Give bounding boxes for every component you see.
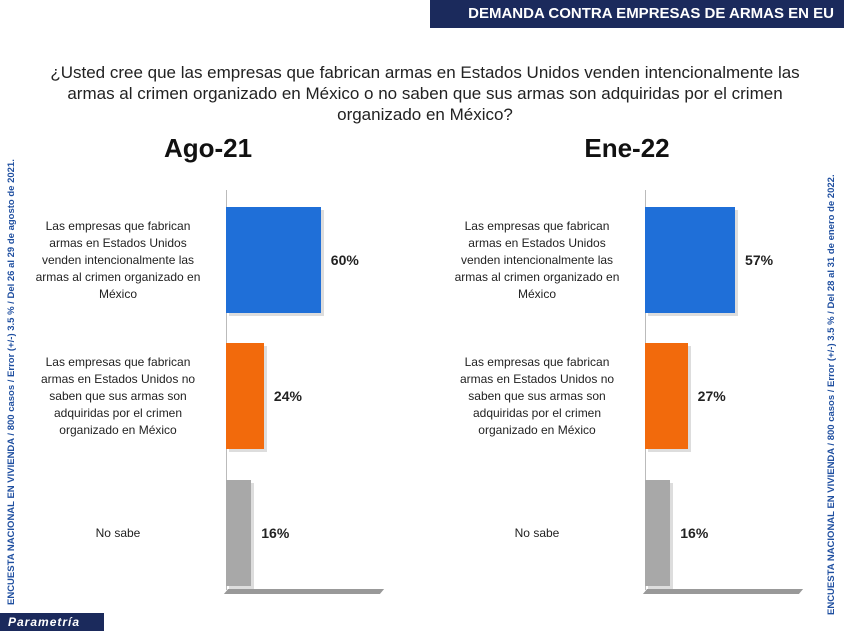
category-label: No sabe: [514, 525, 560, 540]
brand: Parametría: [0, 613, 104, 631]
value-label: 57%: [745, 252, 774, 268]
value-label: 24%: [273, 388, 302, 404]
bar: [645, 480, 671, 586]
bar: [645, 343, 688, 449]
floor: [223, 589, 385, 594]
value-label: 60%: [330, 252, 359, 268]
value-label: 27%: [697, 388, 726, 404]
category-label: No sabe: [95, 525, 141, 540]
value-label: 16%: [680, 525, 709, 541]
side-note: ENCUESTA NACIONAL EN VIVIENDA / 800 caso…: [826, 174, 837, 615]
chart-title: Ago-21: [163, 133, 253, 163]
floor: [642, 589, 804, 594]
side-note: ENCUESTA NACIONAL EN VIVIENDA / 800 caso…: [6, 159, 17, 605]
bar: [226, 480, 252, 586]
question: ¿Usted cree que las empresas que fabrica…: [50, 63, 800, 124]
header: DEMANDA CONTRA EMPRESAS DE ARMAS EN EU: [430, 0, 844, 28]
category-label: Las empresas que fabrican armas en Estad…: [40, 354, 196, 437]
bar: [645, 207, 736, 313]
bar: [226, 207, 321, 313]
category-label: Las empresas que fabrican armas en Estad…: [35, 218, 201, 301]
category-label: Las empresas que fabrican armas en Estad…: [459, 354, 615, 437]
bar: [226, 343, 264, 449]
chart-title: Ene-22: [584, 133, 670, 163]
value-label: 16%: [261, 525, 290, 541]
category-label: Las empresas que fabrican armas en Estad…: [454, 218, 620, 301]
